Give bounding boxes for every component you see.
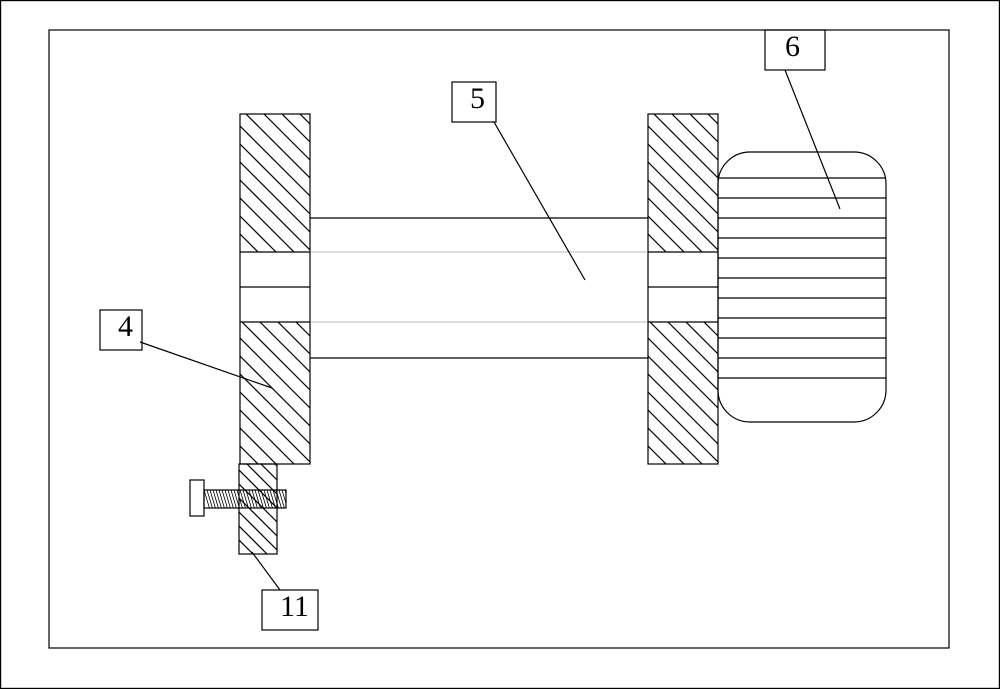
callout-11: 11: [252, 552, 318, 630]
callout-6: 6: [765, 30, 840, 209]
outer-frame: [49, 30, 949, 648]
callout-5: 5: [452, 82, 585, 280]
motor: [718, 152, 886, 422]
callout-6-label: 6: [785, 30, 800, 63]
page-border: [1, 1, 1000, 689]
callout-5-label: 5: [470, 82, 485, 115]
right-support: [648, 36, 718, 552]
left-support: [240, 36, 310, 552]
callout-4-label: 4: [118, 310, 133, 343]
shaft: [310, 218, 648, 358]
callout-11-label: 11: [280, 590, 309, 623]
